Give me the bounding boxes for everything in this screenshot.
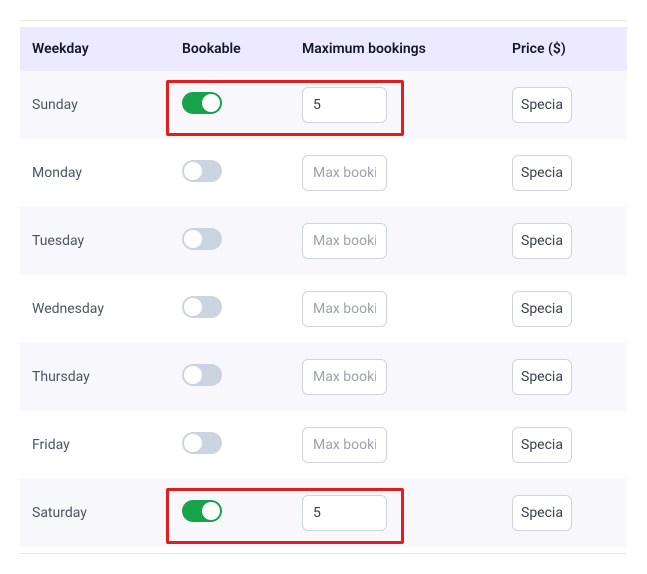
- weekday-label: Monday: [20, 139, 170, 207]
- toggle-knob: [184, 298, 202, 316]
- bottom-divider: [20, 553, 627, 554]
- bookable-toggle[interactable]: [182, 160, 222, 182]
- col-header-price: Price ($): [500, 27, 627, 71]
- weekday-label: Thursday: [20, 343, 170, 411]
- weekday-label: Friday: [20, 411, 170, 479]
- max-bookings-input[interactable]: [302, 495, 387, 531]
- weekday-label: Wednesday: [20, 275, 170, 343]
- bookable-toggle[interactable]: [182, 364, 222, 386]
- price-input[interactable]: [512, 359, 572, 395]
- weekday-label: Sunday: [20, 71, 170, 139]
- bookable-toggle[interactable]: [182, 432, 222, 454]
- max-bookings-input[interactable]: [302, 87, 387, 123]
- price-input[interactable]: [512, 155, 572, 191]
- weekday-label: Tuesday: [20, 207, 170, 275]
- price-input[interactable]: [512, 223, 572, 259]
- table-row: Monday: [20, 139, 627, 207]
- table-row: Wednesday: [20, 275, 627, 343]
- table-row: Sunday: [20, 71, 627, 139]
- price-input[interactable]: [512, 291, 572, 327]
- toggle-knob: [184, 434, 202, 452]
- price-input[interactable]: [512, 427, 572, 463]
- max-bookings-input[interactable]: [302, 359, 387, 395]
- table-header-row: Weekday Bookable Maximum bookings Price …: [20, 27, 627, 71]
- table-row: Tuesday: [20, 207, 627, 275]
- col-header-weekday: Weekday: [20, 27, 170, 71]
- max-bookings-input[interactable]: [302, 223, 387, 259]
- col-header-bookable: Bookable: [170, 27, 290, 71]
- toggle-knob: [184, 230, 202, 248]
- weekday-label: Saturday: [20, 479, 170, 547]
- table-row: Friday: [20, 411, 627, 479]
- table-row: Saturday: [20, 479, 627, 547]
- max-bookings-input[interactable]: [302, 155, 387, 191]
- bookable-toggle[interactable]: [182, 92, 222, 114]
- booking-schedule-table: Weekday Bookable Maximum bookings Price …: [20, 27, 627, 547]
- price-input[interactable]: [512, 87, 572, 123]
- price-input[interactable]: [512, 495, 572, 531]
- bookable-toggle[interactable]: [182, 500, 222, 522]
- bookable-toggle[interactable]: [182, 228, 222, 250]
- col-header-max: Maximum bookings: [290, 27, 500, 71]
- bookable-toggle[interactable]: [182, 296, 222, 318]
- toggle-knob: [184, 162, 202, 180]
- max-bookings-input[interactable]: [302, 291, 387, 327]
- max-bookings-input[interactable]: [302, 427, 387, 463]
- table-row: Thursday: [20, 343, 627, 411]
- toggle-knob: [184, 366, 202, 384]
- toggle-knob: [202, 94, 220, 112]
- top-divider: [20, 20, 627, 21]
